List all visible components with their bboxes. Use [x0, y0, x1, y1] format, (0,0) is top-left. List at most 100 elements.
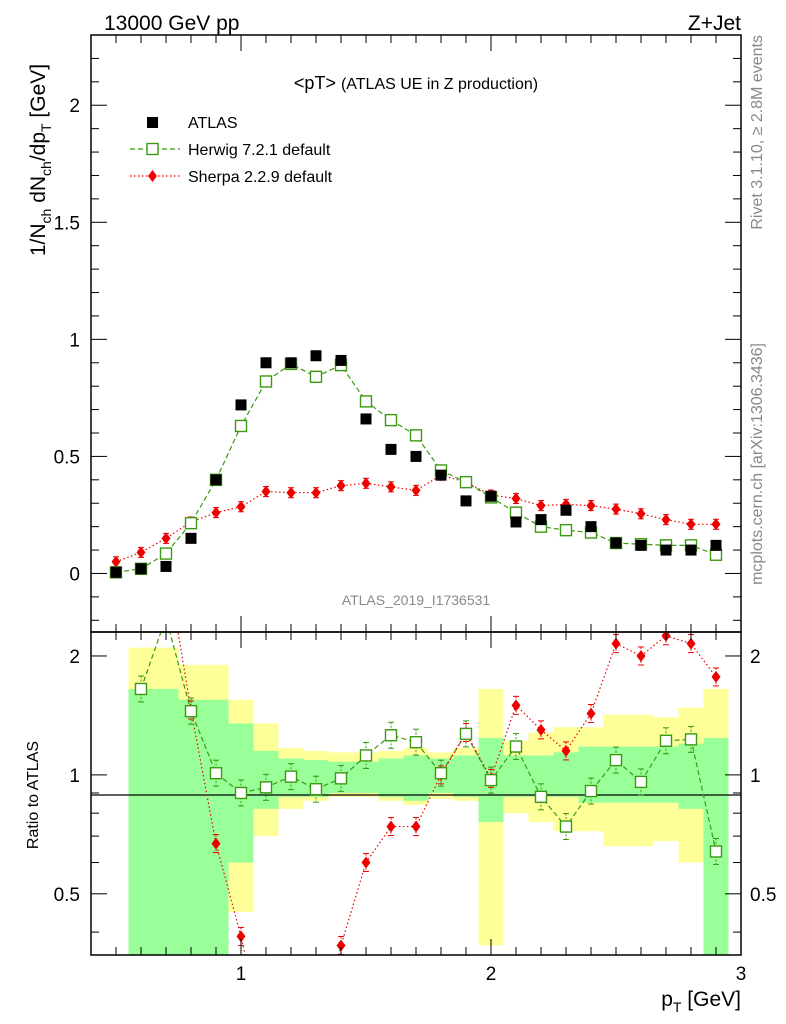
sherpa-point: [511, 492, 521, 505]
sherpa-point: [111, 555, 121, 568]
legend-label-atlas: ATLAS: [188, 115, 238, 132]
atlas-point: [610, 537, 622, 549]
atlas-point: [460, 495, 472, 507]
herwig-ratio-point: [359, 749, 373, 762]
atlas-point: [660, 544, 672, 556]
herwig-ratio-point: [259, 781, 273, 794]
sherpa-point: [261, 485, 271, 498]
sherpa-point: [236, 500, 246, 513]
ratio-tick-label-right: 0.5: [750, 885, 776, 906]
sherpa-ratio-point: [361, 856, 371, 869]
header-right: Z+Jet: [688, 12, 741, 35]
title-sub: (ATLAS UE in Z production): [341, 76, 538, 93]
x-tick-label: 3: [736, 964, 747, 985]
herwig-ratio-point: [209, 766, 223, 780]
y-tick-label: 0.5: [54, 447, 80, 468]
legend: ATLAS Herwig 7.2.1 default Sherpa 2.2.9 …: [130, 115, 333, 186]
herwig-ratio-point: [559, 820, 573, 833]
sherpa-ratio-point: [636, 649, 646, 662]
legend-marker-herwig: [146, 142, 159, 156]
ratio-tick-label-right: 2: [750, 647, 761, 668]
main-ticks: 0 0.5 1 1.5 2: [54, 35, 742, 632]
sherpa-point: [536, 499, 546, 512]
main-panel: 0 0.5 1 1.5 2 <pT> (ATLAS UE in Z production)…: [27, 34, 742, 633]
atlas-point: [535, 514, 547, 526]
sherpa-point: [661, 513, 671, 526]
herwig-ratio-point: [434, 766, 448, 780]
stat-band-bin: [528, 755, 554, 797]
y-tick-label: 2: [69, 96, 80, 117]
atlas-point: [410, 450, 422, 462]
herwig-ratio-point: [284, 770, 298, 783]
atlas-point: [335, 354, 347, 366]
herwig-ratio-point: [161, 612, 172, 623]
mcplots-label: mcplots.cern.ch [arXiv:1306.3436]: [749, 343, 766, 585]
rivet-label: Rivet 3.1.10, ≥ 2.8M events: [749, 35, 766, 230]
sherpa-ratio-point: [711, 670, 721, 683]
sherpa-point: [211, 506, 221, 519]
herwig-point: [409, 429, 423, 442]
herwig-ratio-point: [584, 784, 598, 798]
y-tick-label: 1.5: [54, 213, 80, 234]
herwig-point: [509, 506, 523, 519]
sherpa-ratio-point: [336, 939, 346, 952]
atlas-point: [210, 474, 222, 486]
ratio-tick-label-left: 2: [69, 647, 80, 668]
herwig-ratio-point: [309, 782, 323, 796]
ratio-y-label: Ratio to ATLAS: [25, 741, 42, 849]
sherpa-point: [336, 479, 346, 492]
stat-band-bin: [453, 755, 479, 797]
atlas-point: [560, 504, 572, 516]
stat-band-bin: [553, 752, 579, 797]
herwig-ratio-point: [384, 729, 398, 742]
sherpa-ratio-point: [561, 744, 571, 757]
sherpa-point: [586, 499, 596, 512]
legend-marker-atlas: [147, 117, 158, 128]
stat-band-bin: [353, 761, 379, 793]
sherpa-point: [286, 486, 296, 499]
stat-band-bin: [678, 743, 704, 809]
sherpa-ratio-point: [611, 637, 621, 650]
analysis-id: ATLAS_2019_I1736531: [342, 592, 491, 608]
sherpa-point: [686, 518, 696, 531]
sherpa-point: [711, 518, 721, 531]
herwig-ratio-point: [684, 733, 698, 746]
sherpa-point: [611, 503, 621, 516]
sherpa-ratio-point: [686, 637, 696, 650]
legend-label-herwig: Herwig 7.2.1 default: [188, 142, 331, 159]
sherpa-point: [161, 532, 171, 545]
sherpa-point: [311, 486, 321, 499]
herwig-point: [384, 413, 398, 427]
herwig-ratio-point: [484, 773, 498, 787]
atlas-point: [160, 560, 172, 572]
ratio-tick-label-right: 1: [750, 766, 761, 787]
herwig-ratio-point: [634, 775, 648, 789]
sherpa-point: [636, 507, 646, 520]
herwig-ratio-point: [409, 735, 423, 749]
legend-marker-sherpa: [148, 170, 157, 182]
y-axis-label: 1/Nch dNch/dpT [GeV]: [27, 64, 54, 256]
atlas-point: [635, 539, 647, 551]
stat-band-bin: [128, 688, 179, 955]
ratio-bands: [128, 647, 729, 955]
main-series: [109, 350, 723, 579]
sherpa-point: [386, 480, 396, 493]
plot-title: <pT> (ATLAS UE in Z production): [294, 73, 538, 93]
ratio-tick-label-left: 0.5: [54, 885, 80, 906]
atlas-point: [285, 357, 297, 369]
sherpa-ratio-point: [211, 837, 221, 850]
atlas-point: [485, 490, 497, 502]
title-main: <pT>: [294, 73, 336, 93]
atlas-point: [235, 399, 247, 411]
atlas-point: [110, 566, 122, 578]
stat-band-bin: [403, 755, 429, 801]
stat-band-bin: [378, 758, 404, 797]
sherpa-ratio-line: [177, 632, 717, 955]
ratio-series: [134, 612, 723, 955]
sherpa-ratio-point: [511, 699, 521, 712]
herwig-point: [359, 395, 373, 408]
x-axis-label: pT [GeV]: [661, 988, 741, 1015]
herwig-ratio-point: [234, 786, 248, 800]
herwig-point: [184, 516, 198, 530]
sherpa-ratio-point: [236, 930, 246, 943]
